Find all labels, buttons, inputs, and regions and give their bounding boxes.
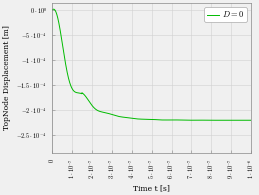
Y-axis label: TopNode Displacement [m]: TopNode Displacement [m] (3, 25, 11, 130)
$D = 0$ (73, 91, 76, 93)
$D = 0$ (135, 118, 139, 120)
$D = 0$ (234, 119, 237, 121)
$D = 0$ (246, 119, 249, 121)
$D = 0$ (52, 8, 55, 10)
X-axis label: Time t [s]: Time t [s] (133, 184, 170, 192)
$D = 0$ (250, 119, 253, 121)
Legend: $D = 0$: $D = 0$ (204, 7, 247, 22)
$D = 0$ (224, 119, 227, 121)
$D = 0$ (127, 117, 130, 119)
Line: $D = 0$: $D = 0$ (52, 9, 251, 120)
$D = 0$ (51, 9, 54, 12)
$D = 0$ (85, 97, 88, 99)
